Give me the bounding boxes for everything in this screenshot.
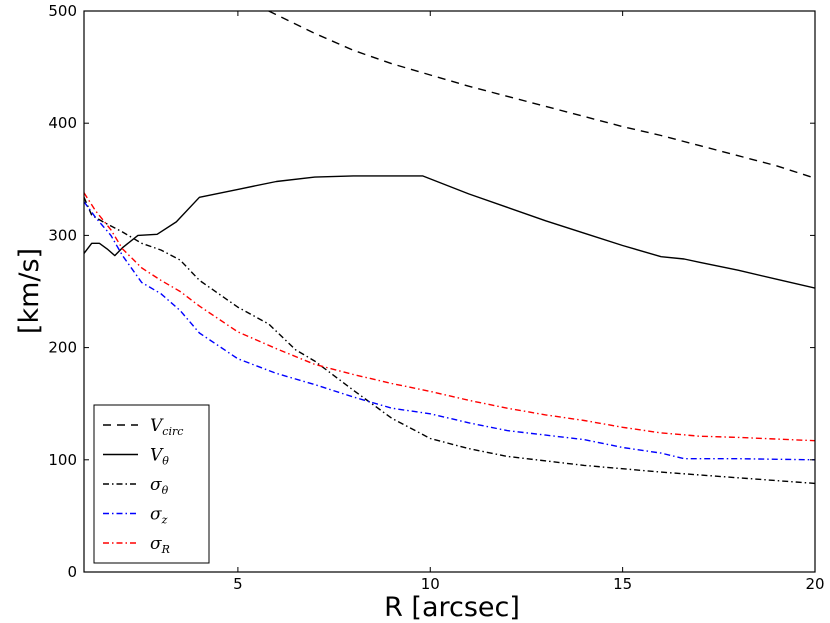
legend-label: Vcirc <box>150 416 183 438</box>
legend-label: σz <box>150 505 168 527</box>
y-tick-label: 0 <box>67 563 77 581</box>
legend-label: σR <box>150 534 170 556</box>
series-line-v-circ <box>268 11 815 179</box>
series-line-sigma-theta <box>84 197 815 485</box>
y-tick-label: 300 <box>48 226 77 244</box>
x-tick-label: 15 <box>613 575 632 593</box>
y-axis-title: [km/s] <box>14 248 45 334</box>
plot-frame <box>83 10 816 573</box>
series-line-v-theta <box>84 175 815 289</box>
x-tick-label: 10 <box>421 575 440 593</box>
series-line-sigma-r <box>84 192 815 442</box>
y-tick-label: 100 <box>48 451 77 469</box>
legend-label: σθ <box>150 475 169 497</box>
x-tick-label: 5 <box>233 575 243 593</box>
x-axis-title: R [arcsec] <box>384 592 520 623</box>
x-tick-label: 20 <box>805 575 824 593</box>
y-tick-label: 400 <box>48 114 77 132</box>
y-tick-label: 500 <box>48 2 77 20</box>
legend-label: Vθ <box>150 446 169 468</box>
y-tick-label: 200 <box>48 339 77 357</box>
